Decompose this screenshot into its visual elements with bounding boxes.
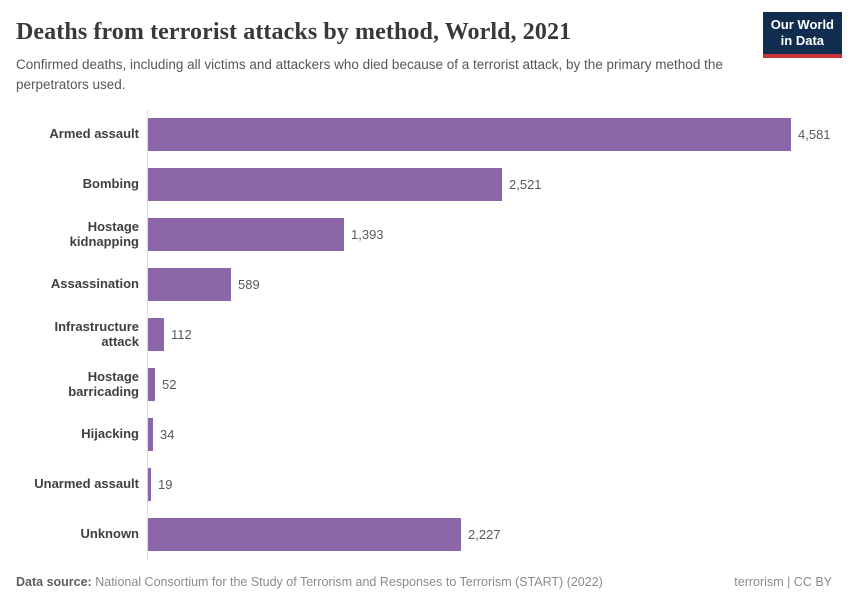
chart-footer: Data source: National Consortium for the…: [16, 575, 842, 589]
chart-row: Hijacking 34: [16, 409, 842, 460]
owid-logo-line1: Our World: [770, 17, 834, 32]
bar[interactable]: [148, 368, 155, 401]
value-label: 52: [162, 377, 177, 392]
bar[interactable]: [148, 468, 151, 501]
value-label: 19: [158, 477, 173, 492]
chart-row: Infrastructure attack 112: [16, 309, 842, 360]
bar[interactable]: [148, 268, 231, 301]
category-label: Hijacking: [81, 426, 139, 442]
value-label: 2,227: [468, 527, 501, 542]
plot-area: 52: [147, 359, 842, 410]
category-label: Unknown: [80, 526, 140, 542]
bar[interactable]: [148, 418, 153, 451]
bar[interactable]: [148, 168, 502, 201]
category-label: Hostage kidnapping: [69, 219, 139, 249]
bar[interactable]: [148, 218, 344, 251]
license-link[interactable]: terrorism | CC BY: [734, 574, 832, 589]
chart-row: Unknown 2,227: [16, 509, 842, 560]
data-source: Data source: National Consortium for the…: [16, 575, 603, 589]
chart-row: Hostage barricading 52: [16, 359, 842, 410]
value-label: 1,393: [351, 227, 384, 242]
chart-row: Bombing 2,521: [16, 159, 842, 210]
value-label: 34: [160, 427, 175, 442]
plot-area: 4,581: [147, 109, 842, 160]
category-label: Unarmed assault: [34, 476, 139, 492]
bar[interactable]: [148, 518, 461, 551]
chart-row: Unarmed assault 19: [16, 459, 842, 510]
owid-logo-line2: in Data: [780, 33, 825, 49]
category-label: Hostage barricading: [68, 369, 139, 399]
chart-row: Armed assault 4,581: [16, 109, 842, 160]
bar[interactable]: [148, 318, 164, 351]
plot-area: 1,393: [147, 209, 842, 260]
data-source-label: Data source:: [16, 574, 92, 589]
plot-area: 2,521: [147, 159, 842, 210]
plot-area: 2,227: [147, 509, 842, 560]
value-label: 4,581: [798, 127, 831, 142]
plot-area: 19: [147, 459, 842, 510]
plot-area: 34: [147, 409, 842, 460]
chart-subtitle: Confirmed deaths, including all victims …: [16, 57, 723, 93]
plot-area: 589: [147, 259, 842, 310]
data-source-text: National Consortium for the Study of Ter…: [95, 574, 603, 589]
category-label: Assassination: [50, 276, 139, 292]
owid-logo[interactable]: Our World in Data: [762, 12, 842, 58]
bar[interactable]: [148, 118, 791, 151]
category-label: Infrastructure attack: [54, 319, 139, 349]
chart-row: Assassination 589: [16, 259, 842, 310]
bar-chart: Armed assault 4,581 Bombing 2,521 Hostage ki…: [16, 109, 842, 560]
value-label: 112: [171, 327, 192, 342]
category-label: Bombing: [82, 176, 139, 192]
chart-title: Deaths from terrorist attacks by method,…: [16, 19, 572, 45]
category-label: Armed assault: [49, 126, 139, 142]
plot-area: 112: [147, 309, 842, 360]
value-label: 589: [238, 277, 260, 292]
chart-row: Hostage kidnapping 1,393: [16, 209, 842, 260]
value-label: 2,521: [509, 177, 542, 192]
